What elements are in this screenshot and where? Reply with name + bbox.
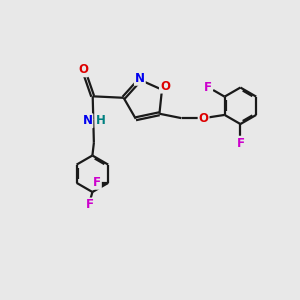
Text: O: O <box>160 80 170 93</box>
Text: F: F <box>236 137 244 150</box>
Text: F: F <box>86 199 94 212</box>
Text: O: O <box>78 63 88 76</box>
Text: F: F <box>93 176 101 189</box>
Text: N: N <box>82 114 92 127</box>
Text: O: O <box>199 112 208 125</box>
Text: H: H <box>96 114 106 127</box>
Text: N: N <box>135 72 145 85</box>
Text: F: F <box>204 81 212 94</box>
